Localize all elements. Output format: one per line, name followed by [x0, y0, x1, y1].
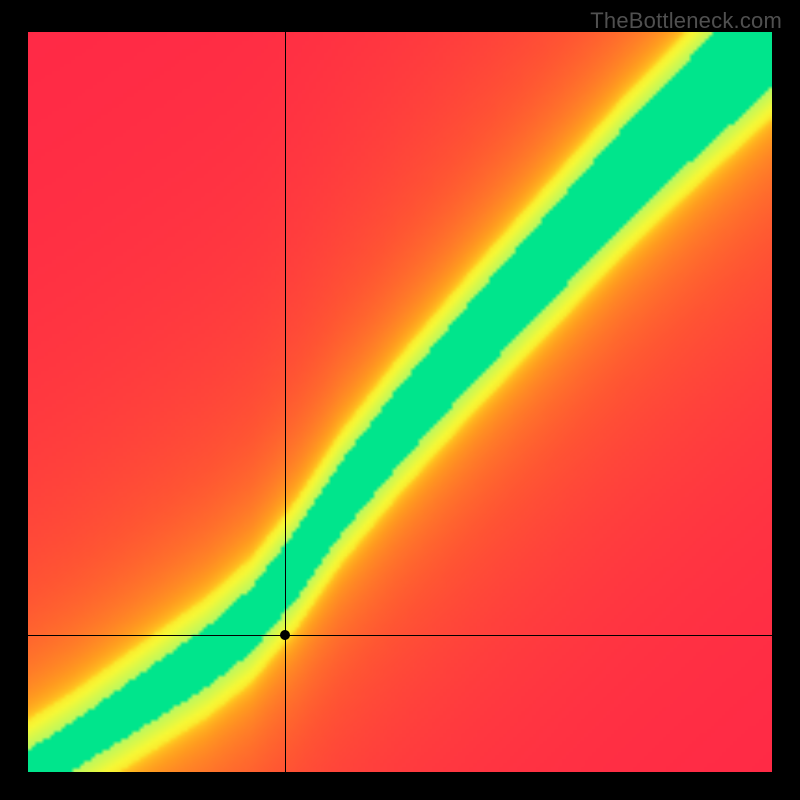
- data-point-marker: [280, 630, 290, 640]
- crosshair-vertical: [285, 32, 286, 772]
- plot-area: [28, 32, 772, 772]
- heatmap-canvas: [28, 32, 772, 772]
- watermark-text: TheBottleneck.com: [590, 8, 782, 34]
- crosshair-horizontal: [28, 635, 772, 636]
